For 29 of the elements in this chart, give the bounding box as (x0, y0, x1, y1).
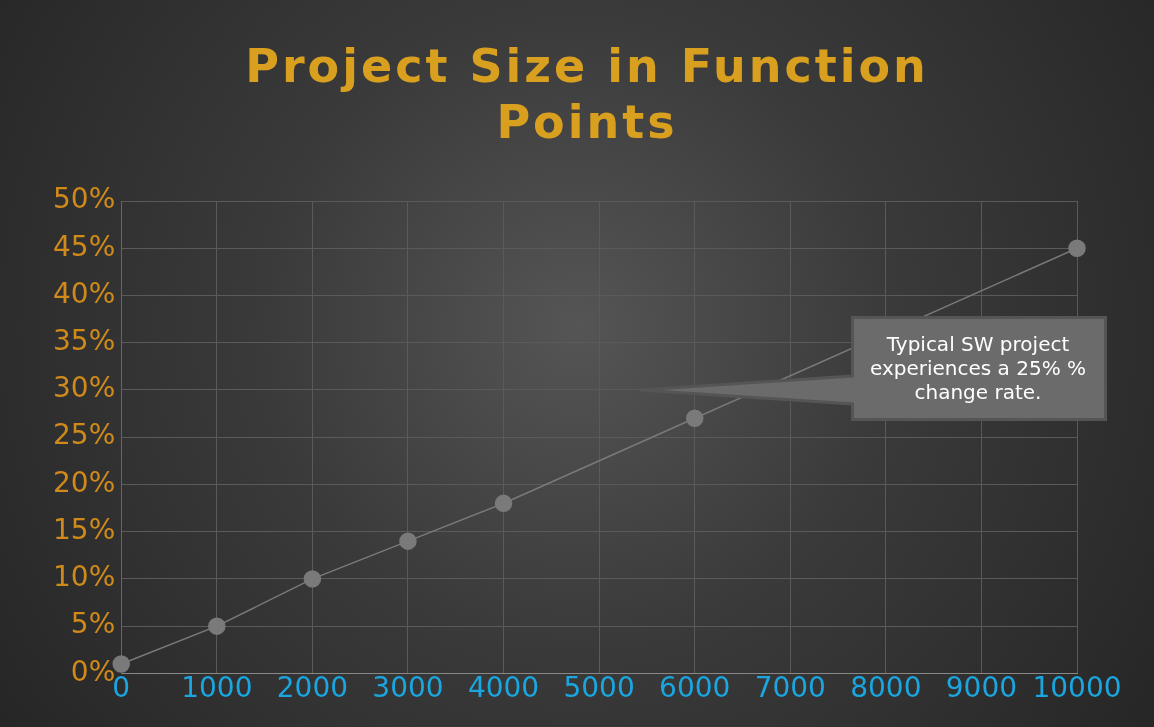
y-tick-label: 30% (53, 371, 116, 405)
point (1068, 239, 1086, 257)
x-tick-label: 7000 (754, 671, 826, 705)
point (303, 570, 322, 588)
x-tick-label: 4000 (467, 671, 540, 705)
y-tick-label: 50% (53, 182, 116, 216)
x-tick-label: 9000 (945, 671, 1018, 705)
annotation: Typical SW project experiences a 25% % change rate. (868, 330, 1088, 406)
y-tick-label: 45% (53, 229, 116, 263)
point (685, 409, 704, 428)
y-tick-label: 15% (53, 512, 116, 546)
y-tick-label: 40% (53, 276, 116, 310)
y-tick-label: 5% (70, 607, 116, 641)
point (494, 494, 513, 513)
chart-title: Project Size in Function Points (244, 38, 930, 150)
point (112, 655, 130, 673)
x-tick-label: 6000 (659, 671, 731, 705)
x-tick-label: 3000 (372, 671, 444, 705)
x-tick-label: 5000 (563, 671, 635, 705)
point (399, 532, 417, 550)
x-tick-label: 10000 (1032, 671, 1122, 705)
y-tick-label: 35% (53, 324, 116, 357)
x-tick-label: 2000 (276, 671, 349, 705)
y-tick-label: 10% (53, 560, 116, 594)
y-tick-label: 20% (53, 465, 116, 499)
x-tick-label: 1000 (181, 671, 253, 705)
point (208, 617, 226, 635)
x-tick-label: 8000 (850, 671, 922, 705)
y-tick-label: 25% (53, 418, 116, 452)
